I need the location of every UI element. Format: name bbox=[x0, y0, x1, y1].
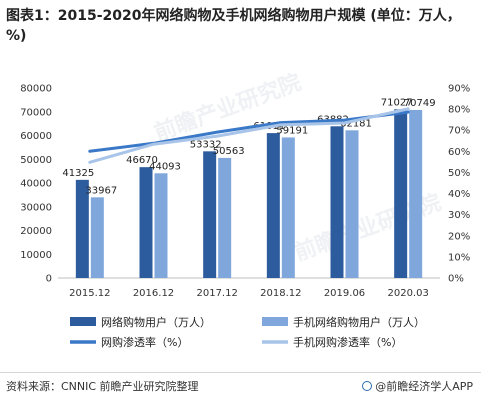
bar bbox=[281, 137, 295, 278]
y-right-tick-label: 40% bbox=[448, 189, 470, 200]
footer: 资料来源：CNNIC 前瞻产业研究院整理 @前瞻经济学人APP bbox=[0, 376, 481, 406]
bar-data-label: 70749 bbox=[404, 98, 436, 109]
source-note: 资料来源：CNNIC 前瞻产业研究院整理 bbox=[6, 380, 199, 393]
bar bbox=[266, 133, 280, 278]
y-right-tick-label: 0% bbox=[448, 274, 464, 285]
bar-data-label: 71027 bbox=[381, 97, 413, 108]
bar-data-label: 41325 bbox=[62, 168, 94, 179]
y-left-tick-label: 60000 bbox=[20, 131, 52, 142]
x-tick-label: 2015.12 bbox=[69, 288, 110, 299]
y-left-tick-label: 0 bbox=[46, 274, 52, 285]
bar bbox=[218, 157, 232, 278]
chart-svg: 0 10000 20000 30000 40000 50000 60000 70000 8000… bbox=[20, 84, 470, 350]
brand-text: @前瞻经济学人APP bbox=[375, 380, 473, 393]
brand-logo-icon bbox=[362, 381, 373, 391]
bar bbox=[394, 109, 408, 278]
legend-label: 网购渗透率（%） bbox=[101, 335, 188, 349]
bar-data-label: 62181 bbox=[340, 118, 372, 129]
legend-swatch bbox=[70, 317, 96, 326]
y-right-tick-label: 30% bbox=[448, 210, 470, 221]
x-tick-label: 2018.12 bbox=[260, 288, 301, 299]
bar bbox=[330, 126, 344, 279]
bar-data-label: 50563 bbox=[213, 146, 245, 157]
series-line bbox=[88, 110, 410, 153]
bar-data-label: 59191 bbox=[276, 125, 308, 136]
y-left-tick-label: 40000 bbox=[20, 179, 52, 190]
bar-data-label: 44093 bbox=[149, 161, 181, 172]
y-left-tick-label: 70000 bbox=[20, 107, 52, 118]
bar-data-label: 33967 bbox=[85, 185, 117, 196]
bar bbox=[139, 167, 153, 278]
y-left-tick-label: 80000 bbox=[20, 84, 52, 95]
y-right-tick-label: 60% bbox=[448, 147, 470, 158]
bar bbox=[75, 179, 89, 278]
footer-divider bbox=[0, 372, 481, 373]
y-right-tick-label: 50% bbox=[448, 168, 470, 179]
chart-title: 图表1：2015-2020年网络购物及手机网络购物用户规模 (单位：万人，%) bbox=[6, 8, 461, 44]
legend-label: 手机网络购物用户（万人） bbox=[293, 315, 425, 329]
x-tick-label: 2016.12 bbox=[133, 288, 174, 299]
bar bbox=[409, 109, 423, 278]
y-left-tick-label: 20000 bbox=[20, 226, 52, 237]
x-tick-label: 2019.06 bbox=[324, 288, 365, 299]
legend-label: 手机网购渗透率（%） bbox=[293, 335, 402, 349]
brand-credit: @前瞻经济学人APP bbox=[362, 378, 473, 394]
bar bbox=[203, 151, 217, 278]
x-tick-label: 2020.03 bbox=[387, 288, 428, 299]
bar bbox=[154, 173, 168, 278]
x-tick-label: 2017.12 bbox=[196, 288, 237, 299]
bar bbox=[345, 130, 359, 278]
y-left-tick-label: 50000 bbox=[20, 155, 52, 166]
bar-data-label: 53332 bbox=[190, 139, 222, 150]
y-right-tick-label: 90% bbox=[448, 84, 470, 95]
y-left-tick-label: 30000 bbox=[20, 202, 52, 213]
legend-label: 网络购物用户（万人） bbox=[101, 315, 211, 329]
y-right-tick-label: 70% bbox=[448, 126, 470, 137]
legend-swatch bbox=[262, 317, 288, 326]
y-right-tick-label: 10% bbox=[448, 252, 470, 263]
y-right-tick-label: 20% bbox=[448, 231, 470, 242]
y-right-tick-label: 80% bbox=[448, 105, 470, 116]
y-left-tick-label: 10000 bbox=[20, 250, 52, 261]
bar bbox=[90, 197, 104, 278]
bar-data-label: 46670 bbox=[126, 155, 158, 166]
series-line bbox=[88, 107, 410, 164]
